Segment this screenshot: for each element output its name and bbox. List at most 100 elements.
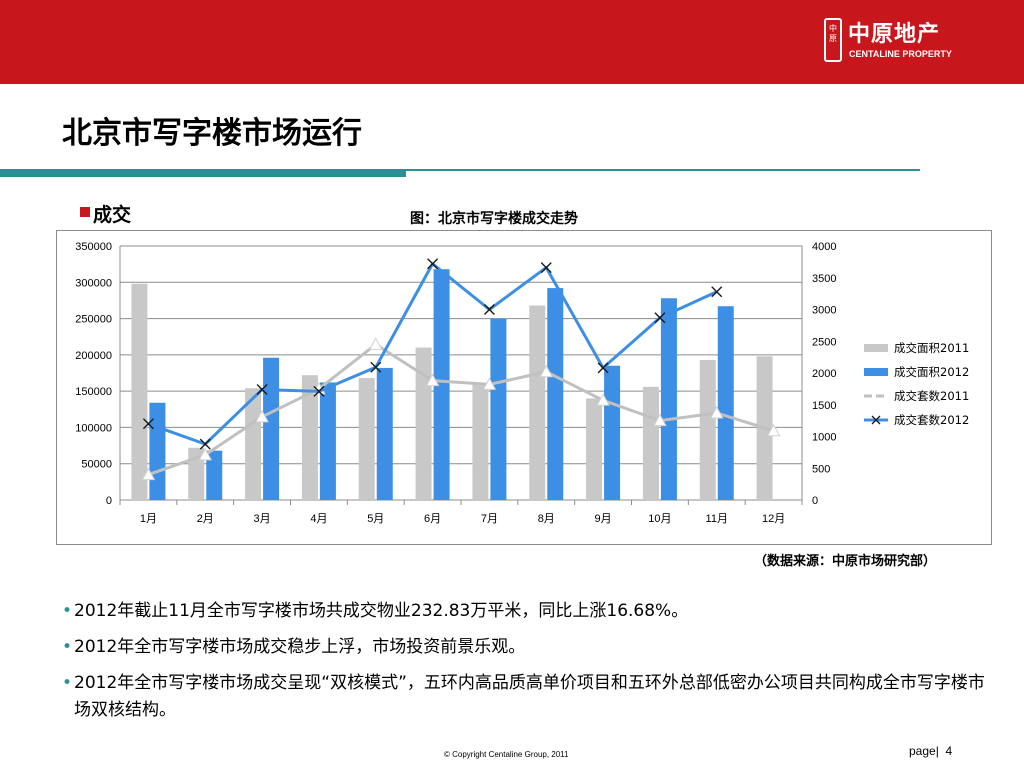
series-line <box>147 262 718 446</box>
bar <box>529 305 546 500</box>
x-tick-label: 8月 <box>538 513 555 525</box>
y-right-tick-label: 4000 <box>812 241 836 253</box>
bar <box>358 378 375 500</box>
point-marker <box>540 262 552 274</box>
bullet-text: 2012年全市写字楼市场成交稳步上浮，市场投资前景乐观。 <box>74 637 526 657</box>
x-tick-label: 1月 <box>140 513 157 525</box>
bullet-item: • 2012年截止11月全市写字楼市场共成交物业232.83万平米，同比上涨16.… <box>62 598 992 625</box>
legend-label: 成交面积2012 <box>894 365 969 379</box>
point-marker <box>199 438 211 450</box>
point-marker <box>483 304 495 315</box>
bar <box>547 288 564 500</box>
y-right-tick-label: 2500 <box>812 336 836 348</box>
bar <box>131 283 148 500</box>
point-marker <box>596 393 610 406</box>
y-right-tick-label: 1500 <box>812 400 836 412</box>
legend-marker <box>871 415 881 425</box>
transaction-trend-chart: 0 50000 100000 150000 200000 250000 300000 3500… <box>75 241 969 525</box>
bar <box>433 269 450 500</box>
bar <box>263 357 280 500</box>
x-tick-label: 12月 <box>762 513 785 525</box>
y-left-tick-label: 200000 <box>75 350 112 362</box>
section-label: 成交 <box>80 200 131 227</box>
bar <box>642 386 659 500</box>
point-marker <box>482 377 497 390</box>
bar <box>319 382 336 500</box>
x-tick-label: 4月 <box>310 513 327 525</box>
bullet-text: 2012年全市写字楼市场成交呈现“双核模式”，五环内高品质高单价项目和五环外总部… <box>74 673 985 720</box>
bullet-dot-icon: • <box>62 601 73 621</box>
bar <box>301 375 318 500</box>
bullet-text: 2012年截止11月全市写字楼市场共成交物业232.83万平米，同比上涨16.6… <box>74 601 689 621</box>
page-number-value: 4 <box>945 744 953 758</box>
y-right-tick-label: 3500 <box>812 273 836 285</box>
y-right-tick-label: 500 <box>812 463 830 475</box>
point-marker <box>427 258 439 270</box>
x-tick-label: 10月 <box>648 513 671 525</box>
bar <box>149 402 166 500</box>
point-marker <box>142 418 154 430</box>
y-left-tick-label: 250000 <box>75 314 112 326</box>
bullet-dot-icon: • <box>62 637 73 657</box>
copyright: © Copyright Centaline Group, 2011 <box>444 750 569 759</box>
bar <box>376 367 393 500</box>
point-marker <box>141 467 156 481</box>
bullet-list: • 2012年截止11月全市写字楼市场共成交物业232.83万平米，同比上涨16.… <box>62 598 992 733</box>
x-tick-label: 11月 <box>706 513 728 525</box>
bullet-item: • 2012年全市写字楼市场成交呈现“双核模式”，五环内高品质高单价项目和五环外总… <box>62 670 992 724</box>
y-right-tick-label: 2000 <box>812 368 836 380</box>
point-marker <box>539 364 554 378</box>
legend-swatch <box>864 344 888 352</box>
point-marker <box>597 362 609 374</box>
y-left-tick-label: 100000 <box>75 422 112 434</box>
bar <box>472 383 489 500</box>
header-band <box>0 0 1024 84</box>
x-tick-label: 6月 <box>424 513 441 525</box>
point-marker <box>368 337 383 350</box>
chart-title: 图：北京市写字楼成交走势 <box>410 211 578 227</box>
bar <box>206 450 223 500</box>
bar <box>660 298 677 500</box>
page-label: page| <box>909 744 939 758</box>
legend-label: 成交套数2012 <box>894 413 969 427</box>
legend-label: 成交套数2011 <box>894 389 969 403</box>
y-left-tick-label: 300000 <box>75 277 112 289</box>
point-marker <box>711 286 723 298</box>
legend-label: 成交面积2011 <box>894 341 969 355</box>
legend-swatch <box>864 368 888 376</box>
bullet-item: • 2012年全市写字楼市场成交稳步上浮，市场投资前景乐观。 <box>62 634 992 661</box>
y-left-tick-label: 150000 <box>75 386 112 398</box>
x-tick-label: 9月 <box>595 513 612 525</box>
page-title: 北京市写字楼市场运行 <box>62 116 362 151</box>
bar <box>490 318 507 500</box>
point-marker <box>313 385 325 397</box>
point-marker <box>370 361 382 373</box>
title-divider-thick <box>0 171 406 177</box>
bullet-dot-icon: • <box>62 673 73 693</box>
point-marker <box>654 312 666 324</box>
logo-english-name: CENTALINE PROPERTY <box>849 49 952 59</box>
y-left-tick-label: 0 <box>106 495 112 507</box>
point-marker <box>709 405 724 419</box>
centaline-logo: 中原 中原地产 CENTALINE PROPERTY <box>824 16 964 64</box>
series-line <box>147 342 775 477</box>
logo-chinese-name: 中原地产 <box>848 22 941 47</box>
bar <box>245 388 262 500</box>
bar <box>604 365 621 500</box>
section-label-text: 成交 <box>93 204 132 226</box>
point-marker <box>653 413 667 427</box>
y-left-tick-label: 350000 <box>75 241 112 253</box>
x-tick-label: 3月 <box>254 513 271 525</box>
y-right-tick-label: 3000 <box>812 305 836 317</box>
bar <box>717 306 734 500</box>
logo-seal-icon: 中原 <box>824 18 842 62</box>
page-number: page| 4 <box>909 744 952 758</box>
point-marker <box>425 373 440 387</box>
x-tick-label: 7月 <box>481 513 498 525</box>
point-marker <box>766 423 781 437</box>
y-left-tick-label: 50000 <box>81 459 112 471</box>
data-source-note: （数据来源：中原市场研究部） <box>754 554 937 569</box>
bar <box>586 398 603 500</box>
point-marker <box>198 447 213 461</box>
y-right-tick-label: 1000 <box>812 432 836 444</box>
